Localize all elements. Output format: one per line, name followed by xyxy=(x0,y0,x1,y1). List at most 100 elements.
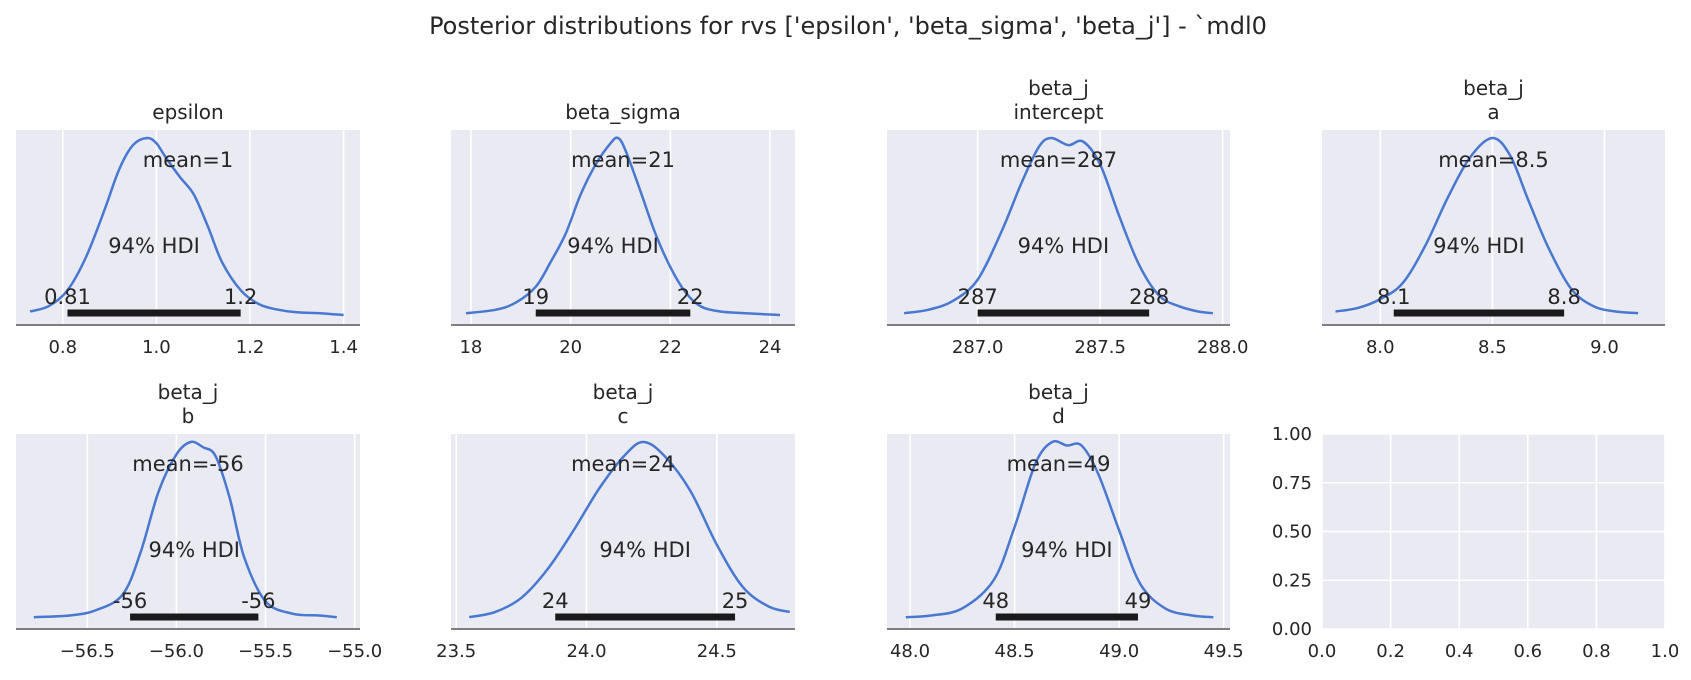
panel-title: d xyxy=(1052,404,1065,428)
x-tick-label: 0.8 xyxy=(1582,641,1611,662)
x-tick-label: 8.5 xyxy=(1478,337,1507,358)
x-tick-label: 1.0 xyxy=(142,337,171,358)
x-tick-label: −55.5 xyxy=(238,641,293,662)
panel-background xyxy=(887,130,1230,325)
y-tick-label: 0.50 xyxy=(1272,522,1312,543)
x-tick-label: 0.4 xyxy=(1445,641,1474,662)
panel-title: beta_j xyxy=(593,380,654,404)
posterior-kde-line xyxy=(905,439,1214,619)
panel-background xyxy=(16,130,360,325)
hdi-label: 94% HDI xyxy=(148,538,240,562)
x-tick-label: 49.5 xyxy=(1204,641,1244,662)
panel-background xyxy=(451,434,795,629)
panel-title: a xyxy=(1487,100,1499,124)
mean-label: mean=8.5 xyxy=(1438,148,1549,172)
x-tick-label: 48.0 xyxy=(890,641,930,662)
x-tick-label: 24.5 xyxy=(697,641,737,662)
figure-suptitle: Posterior distributions for rvs ['epsilo… xyxy=(429,12,1267,40)
mean-label: mean=-56 xyxy=(132,452,243,476)
x-tick-label: −56.0 xyxy=(149,641,204,662)
posterior-panel-2: 18 20 22 24 beta_sigma mean=21 94% HDI 19 22 xyxy=(451,100,795,358)
hdi-label: 94% HDI xyxy=(567,234,659,258)
hdi-label: 94% HDI xyxy=(108,234,200,258)
x-tick-label: 1.0 xyxy=(1651,641,1680,662)
mean-label: mean=49 xyxy=(1007,452,1111,476)
x-tick-label: 22 xyxy=(659,337,682,358)
x-tick-label: 1.4 xyxy=(329,337,358,358)
x-tick-label: 48.5 xyxy=(995,641,1035,662)
x-tick-label: 287.0 xyxy=(952,337,1004,358)
hdi-label: 94% HDI xyxy=(1021,538,1113,562)
hdi-upper-label: 49 xyxy=(1125,589,1152,613)
y-tick-label: 0.25 xyxy=(1272,570,1312,591)
hdi-lower-label: -56 xyxy=(113,589,147,613)
x-tick-label: 20 xyxy=(559,337,582,358)
panel-background xyxy=(887,434,1230,629)
posterior-kde-line xyxy=(903,136,1214,315)
posterior-panel-7: 48.0 48.5 49.0 49.5 beta_jd mean=49 94% HDI 48 4… xyxy=(887,380,1244,662)
hdi-upper-label: 22 xyxy=(677,285,704,309)
hdi-lower-label: 48 xyxy=(982,589,1009,613)
panel-title: beta_j xyxy=(158,380,219,404)
posterior-kde-line xyxy=(1335,136,1639,315)
y-tick-label: 0.75 xyxy=(1272,473,1312,494)
x-tick-label: 24 xyxy=(759,337,782,358)
hdi-lower-label: 24 xyxy=(542,589,569,613)
hdi-lower-label: 287 xyxy=(958,285,998,309)
hdi-lower-label: 0.81 xyxy=(44,285,91,309)
x-tick-label: 18 xyxy=(459,337,482,358)
mean-label: mean=21 xyxy=(571,148,675,172)
panel-title: beta_j xyxy=(1028,76,1089,100)
mean-label: mean=287 xyxy=(1000,148,1117,172)
hdi-lower-label: 8.1 xyxy=(1377,285,1410,309)
empty-panel: 0.0 0.2 0.4 0.6 0.8 1.0 0.00 0.25 0.50 0.75 1.00 xyxy=(1272,424,1679,662)
posterior-panel-4: 8.0 8.5 9.0 beta_ja mean=8.5 94% HDI 8.1 8.8 xyxy=(1322,76,1665,358)
posterior-panel-1: 0.8 1.0 1.2 1.4 epsilon mean=1 94% HDI 0.81 1.2 xyxy=(16,100,360,358)
x-tick-label: 1.2 xyxy=(236,337,265,358)
hdi-upper-label: -56 xyxy=(241,589,275,613)
y-tick-label: 1.00 xyxy=(1272,424,1312,445)
x-tick-label: −55.0 xyxy=(327,641,382,662)
x-tick-label: 287.5 xyxy=(1074,337,1126,358)
posterior-kde-line xyxy=(465,136,781,317)
x-tick-label: 49.0 xyxy=(1099,641,1139,662)
x-tick-label: 288.0 xyxy=(1197,337,1249,358)
x-tick-label: 0.8 xyxy=(48,337,77,358)
panel-title: c xyxy=(618,404,629,428)
hdi-upper-label: 8.8 xyxy=(1547,285,1580,309)
hdi-label: 94% HDI xyxy=(599,538,691,562)
panel-title: beta_j xyxy=(1463,76,1524,100)
posterior-kde-line xyxy=(468,440,791,619)
panel-background xyxy=(16,434,360,629)
posterior-kde-line xyxy=(33,440,337,619)
x-tick-label: 0.6 xyxy=(1513,641,1542,662)
hdi-label: 94% HDI xyxy=(1018,234,1110,258)
posterior-panel-6: 23.5 24.0 24.5 beta_jc mean=24 94% HDI 24 25 xyxy=(436,380,795,662)
hdi-lower-label: 19 xyxy=(522,285,549,309)
panel-title: beta_j xyxy=(1028,380,1089,404)
hdi-upper-label: 288 xyxy=(1129,285,1169,309)
x-tick-label: 0.0 xyxy=(1308,641,1337,662)
mean-label: mean=1 xyxy=(143,148,234,172)
posterior-panel-5: −56.5 −56.0 −55.5 −55.0 beta_jb mean=-56 94% H… xyxy=(16,380,382,662)
y-tick-label: 0.00 xyxy=(1272,619,1312,640)
x-tick-label: 23.5 xyxy=(436,641,476,662)
panel-title: b xyxy=(182,404,195,428)
panel-title: beta_sigma xyxy=(565,100,681,124)
x-tick-label: 0.2 xyxy=(1376,641,1405,662)
hdi-upper-label: 1.2 xyxy=(224,285,257,309)
x-tick-label: 8.0 xyxy=(1366,337,1395,358)
mean-label: mean=24 xyxy=(571,452,675,476)
panel-background xyxy=(451,130,795,325)
x-tick-label: 24.0 xyxy=(566,641,606,662)
panel-title: intercept xyxy=(1014,100,1104,124)
posterior-kde-line xyxy=(29,136,344,317)
x-tick-label: −56.5 xyxy=(60,641,115,662)
panel-background xyxy=(1322,130,1665,325)
x-tick-label: 9.0 xyxy=(1590,337,1619,358)
hdi-upper-label: 25 xyxy=(722,589,749,613)
hdi-label: 94% HDI xyxy=(1433,234,1525,258)
panel-title: epsilon xyxy=(152,100,223,124)
